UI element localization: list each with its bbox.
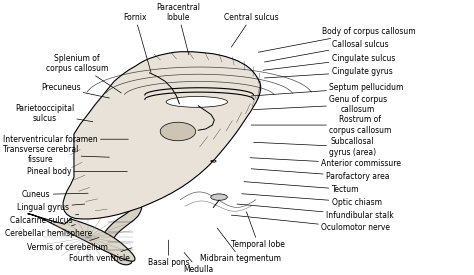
Text: Medulla: Medulla — [183, 252, 213, 274]
Text: Midbrain tegmentum: Midbrain tegmentum — [201, 228, 281, 263]
Text: Parietooccipital
sulcus: Parietooccipital sulcus — [15, 104, 93, 123]
Text: Calcarine sulcus: Calcarine sulcus — [10, 214, 79, 225]
Ellipse shape — [166, 97, 228, 107]
Text: Fourth ventricle: Fourth ventricle — [69, 248, 132, 263]
Ellipse shape — [160, 122, 196, 141]
Text: Oculomotor nerve: Oculomotor nerve — [231, 215, 390, 232]
Text: Anterior commissure: Anterior commissure — [250, 158, 401, 168]
Text: Precuneus: Precuneus — [41, 83, 109, 98]
Text: Cingulate sulcus: Cingulate sulcus — [263, 54, 395, 70]
Polygon shape — [63, 52, 261, 219]
Text: Rostrum of
corpus callosum: Rostrum of corpus callosum — [251, 115, 392, 135]
Text: Septum pellucidum: Septum pellucidum — [251, 83, 403, 96]
Text: Cerebellar hemisphere: Cerebellar hemisphere — [5, 225, 93, 238]
Text: Lingual gyrus: Lingual gyrus — [17, 203, 85, 212]
Text: Vermis of cerebellum: Vermis of cerebellum — [27, 238, 108, 252]
Text: Cuneus: Cuneus — [22, 190, 88, 199]
Polygon shape — [104, 198, 142, 265]
Text: Paracentral
lobule: Paracentral lobule — [156, 3, 200, 55]
Text: Pineal body: Pineal body — [27, 167, 128, 176]
Text: Splenium of
corpus callosum: Splenium of corpus callosum — [46, 54, 121, 93]
Text: Transverse cerebral
fissure: Transverse cerebral fissure — [3, 145, 109, 164]
Ellipse shape — [211, 194, 228, 200]
Text: Optic chiasm: Optic chiasm — [242, 194, 382, 207]
Text: Genu of corpus
callosum: Genu of corpus callosum — [254, 95, 387, 114]
Text: Central sulcus: Central sulcus — [224, 13, 279, 47]
Text: Cingulate gyrus: Cingulate gyrus — [264, 67, 392, 78]
Text: Temporal lobe: Temporal lobe — [231, 212, 285, 249]
Text: Infundibular stalk: Infundibular stalk — [237, 204, 393, 220]
Polygon shape — [27, 214, 135, 261]
Text: Tectum: Tectum — [244, 182, 359, 194]
Text: Subcallosal
gyrus (area): Subcallosal gyrus (area) — [254, 137, 376, 157]
Text: Parofactory area: Parofactory area — [251, 169, 389, 181]
Text: Callosal sulcus: Callosal sulcus — [264, 40, 388, 62]
Text: Body of corpus callosum: Body of corpus callosum — [258, 27, 416, 52]
Text: Basal pons: Basal pons — [148, 240, 189, 267]
Text: Interventricular foramen: Interventricular foramen — [3, 135, 128, 144]
Text: Fornix: Fornix — [124, 13, 151, 72]
